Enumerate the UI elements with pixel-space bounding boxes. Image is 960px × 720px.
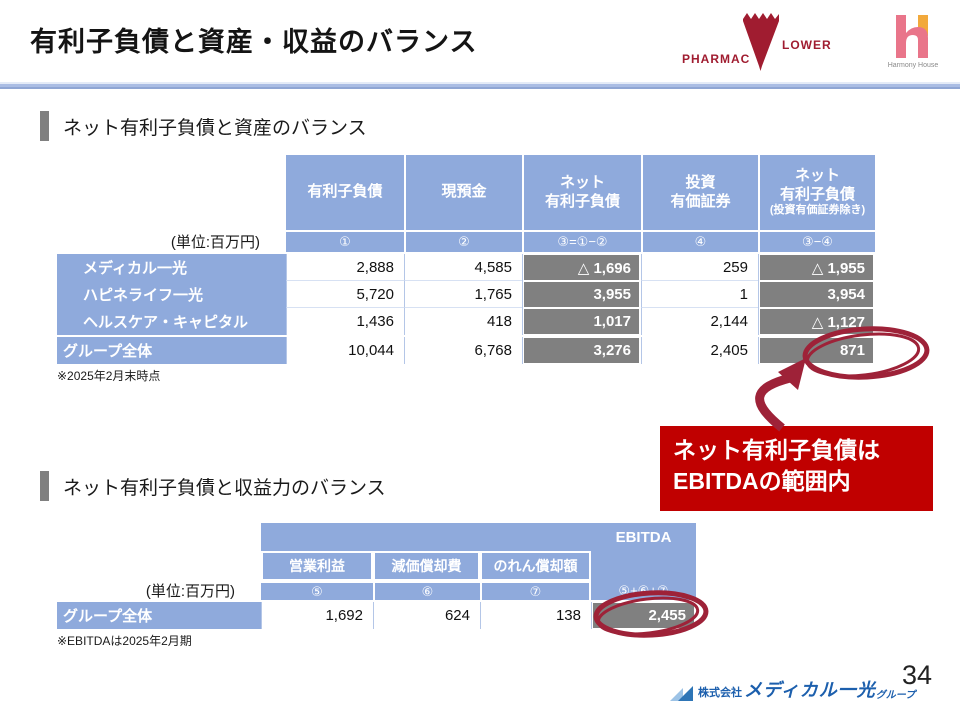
flower-icon: [743, 13, 779, 71]
harmony-house-icon: [896, 15, 928, 58]
cell-cash: 6,768: [404, 337, 522, 364]
table2-formula-row: (単位:百万円) ⑤ ⑥ ⑦ ⑤+⑥+⑦: [57, 581, 696, 600]
table-row: ヘルスケア・キャピタル 1,436 418 1,017 2,144 △ 1,12…: [57, 308, 875, 335]
row-label-total: グループ全体: [57, 337, 286, 364]
table2-header-row: 営業利益 減価償却費 のれん償却額: [57, 551, 696, 581]
page-title: 有利子負債と資産・収益のバランス: [30, 27, 478, 57]
section1-title: ネット有利子負債と資産のバランス: [63, 117, 367, 139]
page-number: 34: [902, 660, 933, 690]
cell-netdebt: 1,017: [522, 308, 641, 335]
table2-note: ※EBITDAは2025年2月期: [57, 634, 192, 648]
cell-netdebt: 3,955: [522, 281, 641, 308]
table2-ebitda-band: EBITDA: [57, 523, 696, 551]
cell-debt: 5,720: [286, 281, 404, 308]
cell-debt: 10,044: [286, 337, 404, 364]
pharmacy-flower-logo: PHARMAC LOWER: [680, 10, 840, 78]
cell-securities: 2,144: [641, 308, 758, 335]
table1-note: ※2025年2月末時点: [57, 369, 161, 383]
company-suffix: グループ: [875, 690, 916, 701]
arrow-annotation: [755, 358, 806, 432]
table1-formula-2: ②: [404, 230, 522, 252]
cell-securities: 1: [641, 281, 758, 308]
ebitda-table: EBITDA 営業利益 減価償却費 のれん償却額 (単位:百万円) ⑤ ⑥ ⑦ …: [57, 523, 696, 629]
table2-col-operating-profit: 営業利益: [261, 551, 373, 581]
callout-box: ネット有利子負債は EBITDAの範囲内: [660, 426, 933, 511]
table1-header-spacer: [57, 155, 286, 230]
table1-formula-1: ①: [286, 230, 404, 252]
callout-line2: EBITDAの範囲内: [673, 468, 851, 495]
debt-assets-table: 有利子負債 現預金 ネット 有利子負債 投資 有価証券 ネット 有利子負債 (投資有価証…: [57, 155, 875, 364]
cell-cash: 418: [404, 308, 522, 335]
table1-formula-row: (単位:百万円) ① ② ③=①−② ④ ③−④: [57, 230, 875, 252]
table2-ebitda-label: EBITDA: [591, 523, 696, 551]
cell-netdebt-ex: 3,954: [758, 281, 875, 308]
callout-line1: ネット有利子負債は: [673, 437, 880, 463]
cell-ebitda: 2,455: [591, 602, 696, 629]
cell-cash: 4,585: [404, 254, 522, 281]
row-label-total: グループ全体: [57, 602, 261, 629]
table1-header-row: 有利子負債 現預金 ネット 有利子負債 投資 有価証券 ネット 有利子負債 (投資有価証…: [57, 155, 875, 230]
table2-unit-label: (単位:百万円): [145, 583, 235, 600]
company-prefix: 株式会社: [698, 687, 742, 699]
table2-formula-sum: ⑤+⑥+⑦: [591, 581, 696, 600]
pharmacy-flower-text-right: LOWER: [782, 38, 832, 52]
cell-securities: 259: [641, 254, 758, 281]
section2-title: ネット有利子負債と収益力のバランス: [63, 477, 386, 499]
row-label: ハピネライフ一光: [57, 281, 286, 308]
company-logo: 株式会社 メディカル一光 グループ: [670, 676, 915, 702]
table2-formula-5: ⑤: [261, 581, 373, 600]
row-label: メディカル一光: [57, 254, 286, 281]
cell-debt: 1,436: [286, 308, 404, 335]
table1-formula-4: ④: [641, 230, 758, 252]
section2-header: ネット有利子負債と収益力のバランス: [40, 471, 386, 501]
table2-ebitda-fill: [591, 551, 696, 581]
table1-formula-5: ③−④: [758, 230, 875, 252]
cell-debt: 2,888: [286, 254, 404, 281]
table1-formula-3: ③=①−②: [522, 230, 641, 252]
section1-header: ネット有利子負債と資産のバランス: [40, 111, 367, 141]
table-row-total: グループ全体 1,692 624 138 2,455: [57, 602, 696, 629]
pharmacy-flower-text-left: PHARMAC: [682, 52, 751, 66]
table-row: メディカル一光 2,888 4,585 △ 1,696 259 △ 1,955: [57, 254, 875, 281]
table2-formula-7: ⑦: [480, 581, 591, 600]
cell-netdebt: △ 1,696: [522, 254, 641, 281]
title-divider: [0, 82, 960, 89]
table1-unit-label: (単位:百万円): [170, 233, 260, 251]
table2-header-spacer: [57, 551, 261, 581]
cell-cash: 1,765: [404, 281, 522, 308]
cell-securities: 2,405: [641, 337, 758, 364]
table-row: ハピネライフ一光 5,720 1,765 3,955 1 3,954: [57, 281, 875, 308]
table2-formula-6: ⑥: [373, 581, 480, 600]
cell-netdebt: 3,276: [522, 337, 641, 364]
table2-col-depreciation: 減価償却費: [373, 551, 480, 581]
cell-netdebt-ex: 871: [758, 337, 875, 364]
table2-col-goodwill: のれん償却額: [480, 551, 591, 581]
table1-col-securities: 投資 有価証券: [641, 155, 758, 230]
table1-col-debt: 有利子負債: [286, 155, 404, 230]
table2-band-spacer: [57, 523, 261, 551]
table2-band-middle: [261, 523, 591, 551]
table1-col-netdebt-ex: ネット 有利子負債 (投資有価証券除き): [758, 155, 875, 230]
table-row-total: グループ全体 10,044 6,768 3,276 2,405 871: [57, 337, 875, 364]
company-logo-icon: [670, 686, 693, 701]
harmony-house-caption: Harmony House: [887, 62, 939, 69]
table1-col-cash: 現預金: [404, 155, 522, 230]
row-label: ヘルスケア・キャピタル: [57, 308, 286, 335]
company-name: メディカル一光: [744, 680, 876, 700]
cell-netdebt-ex: △ 1,955: [758, 254, 875, 281]
table1-col-netdebt: ネット 有利子負債: [522, 155, 641, 230]
section1-bar: [40, 111, 49, 141]
cell-depreciation: 624: [373, 602, 480, 629]
cell-netdebt-ex: △ 1,127: [758, 308, 875, 335]
harmony-house-logo: Harmony House: [880, 12, 946, 74]
cell-goodwill: 138: [480, 602, 591, 629]
section2-bar: [40, 471, 49, 501]
cell-operating-profit: 1,692: [261, 602, 373, 629]
